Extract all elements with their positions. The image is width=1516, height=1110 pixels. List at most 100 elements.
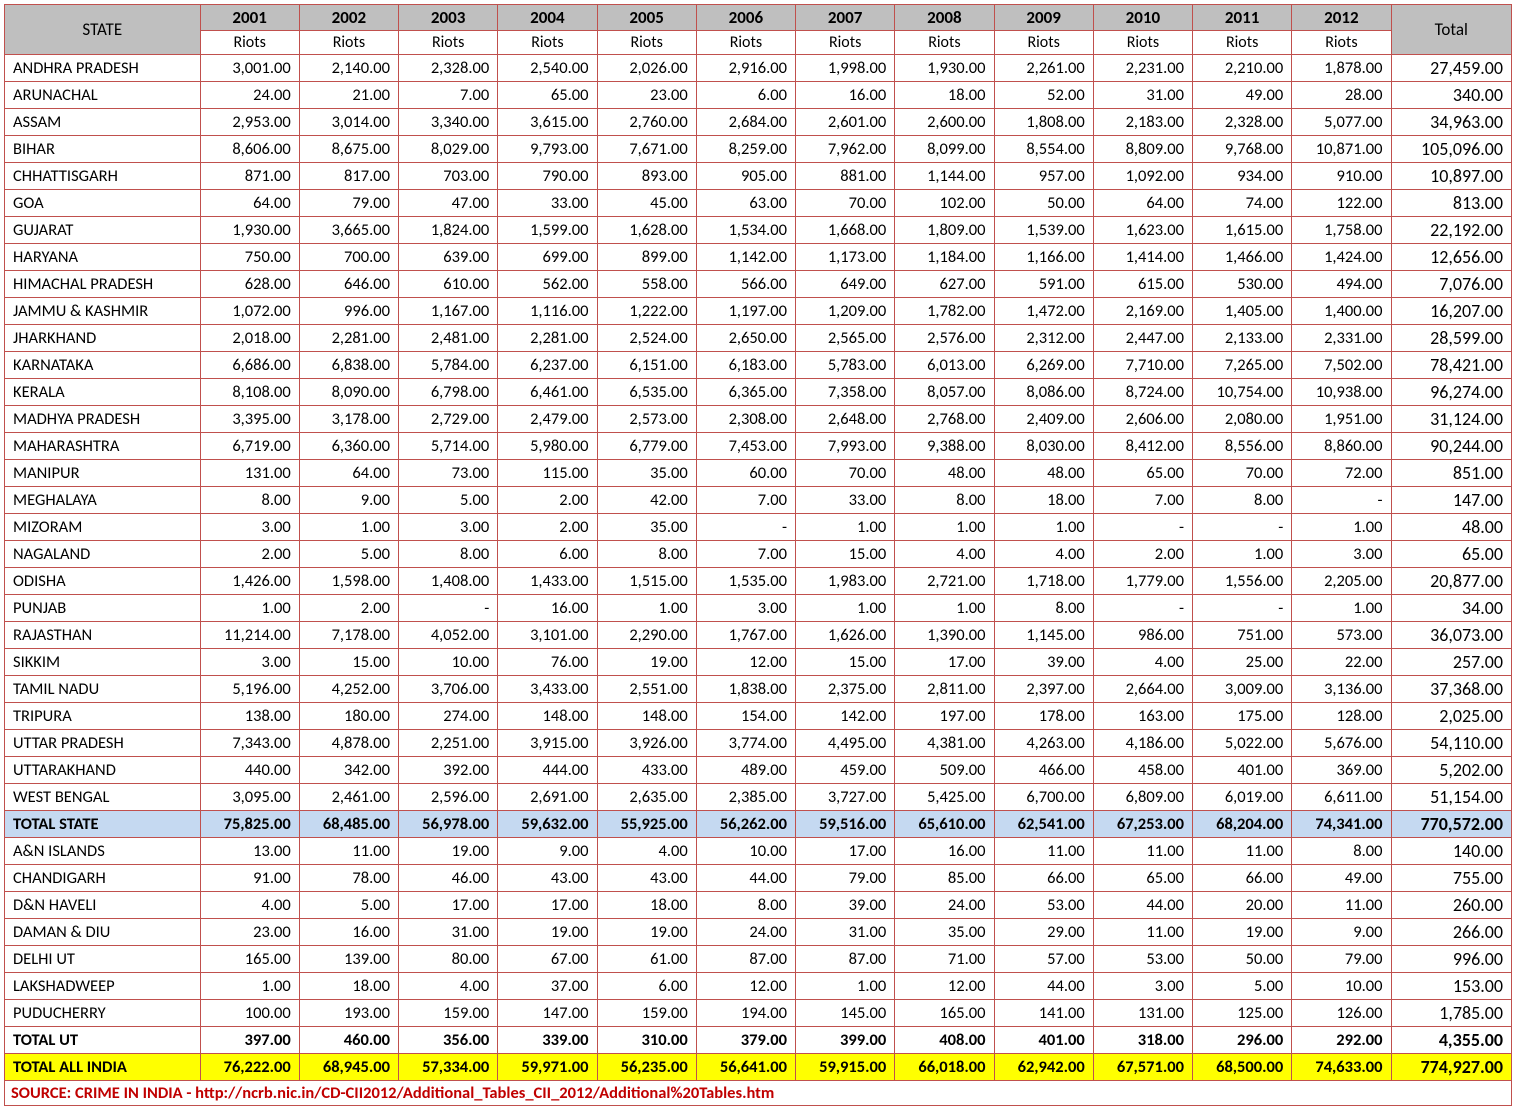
value-cell: 7,265.00 — [1193, 352, 1292, 379]
table-row: TOTAL STATE75,825.0068,485.0056,978.0059… — [5, 811, 1512, 838]
value-cell: 5,425.00 — [895, 784, 994, 811]
value-cell: 459.00 — [796, 757, 895, 784]
value-cell: 2,169.00 — [1093, 298, 1192, 325]
value-cell: 87.00 — [696, 946, 795, 973]
value-cell: 52.00 — [994, 82, 1093, 109]
value-cell: 163.00 — [1093, 703, 1192, 730]
value-cell: 2,691.00 — [498, 784, 597, 811]
value-cell: 1,072.00 — [200, 298, 299, 325]
table-row: TAMIL NADU5,196.004,252.003,706.003,433.… — [5, 676, 1512, 703]
value-cell: 6,535.00 — [597, 379, 696, 406]
value-cell: 2.00 — [1093, 541, 1192, 568]
value-cell: 8.00 — [597, 541, 696, 568]
value-cell: 47.00 — [399, 190, 498, 217]
row-total-cell: 851.00 — [1391, 460, 1511, 487]
row-total-cell: 54,110.00 — [1391, 730, 1511, 757]
table-row: MIZORAM3.001.003.002.0035.00-1.001.001.0… — [5, 514, 1512, 541]
value-cell: 3,915.00 — [498, 730, 597, 757]
value-cell: 4,052.00 — [399, 622, 498, 649]
table-row: ANDHRA PRADESH3,001.002,140.002,328.002,… — [5, 55, 1512, 82]
value-cell: 5,676.00 — [1292, 730, 1391, 757]
value-cell: 1.00 — [299, 514, 398, 541]
value-cell: 56,978.00 — [399, 811, 498, 838]
value-cell: 2,308.00 — [696, 406, 795, 433]
value-cell: 159.00 — [399, 1000, 498, 1027]
value-cell: 6,151.00 — [597, 352, 696, 379]
value-cell: 1.00 — [895, 595, 994, 622]
value-cell: 68,500.00 — [1193, 1054, 1292, 1081]
table-row: KERALA8,108.008,090.006,798.006,461.006,… — [5, 379, 1512, 406]
row-total-cell: 22,192.00 — [1391, 217, 1511, 244]
value-cell: 6,686.00 — [200, 352, 299, 379]
header-year: 2006 — [696, 5, 795, 31]
table-row: UTTARAKHAND440.00342.00392.00444.00433.0… — [5, 757, 1512, 784]
value-cell: 79.00 — [1292, 946, 1391, 973]
value-cell: 1,390.00 — [895, 622, 994, 649]
value-cell: 6,461.00 — [498, 379, 597, 406]
value-cell: 2,721.00 — [895, 568, 994, 595]
table-row: WEST BENGAL3,095.002,461.002,596.002,691… — [5, 784, 1512, 811]
value-cell: 2,635.00 — [597, 784, 696, 811]
value-cell: 70.00 — [1193, 460, 1292, 487]
value-cell: 2,328.00 — [1193, 109, 1292, 136]
value-cell: 6,611.00 — [1292, 784, 1391, 811]
value-cell: 1.00 — [994, 514, 1093, 541]
value-cell: 899.00 — [597, 244, 696, 271]
value-cell: 60.00 — [696, 460, 795, 487]
value-cell: 2,331.00 — [1292, 325, 1391, 352]
state-name-cell: ANDHRA PRADESH — [5, 55, 201, 82]
state-name-cell: MANIPUR — [5, 460, 201, 487]
value-cell: 2,601.00 — [796, 109, 895, 136]
header-riots: Riots — [796, 31, 895, 55]
value-cell: 1,092.00 — [1093, 163, 1192, 190]
value-cell: 817.00 — [299, 163, 398, 190]
value-cell: 2.00 — [498, 487, 597, 514]
header-year: 2001 — [200, 5, 299, 31]
value-cell: 4,263.00 — [994, 730, 1093, 757]
value-cell: 2,650.00 — [696, 325, 795, 352]
value-cell: 6,809.00 — [1093, 784, 1192, 811]
value-cell: 65.00 — [1093, 460, 1192, 487]
value-cell: 72.00 — [1292, 460, 1391, 487]
value-cell: 6,779.00 — [597, 433, 696, 460]
value-cell: 433.00 — [597, 757, 696, 784]
header-year: 2012 — [1292, 5, 1391, 31]
value-cell: 5.00 — [1193, 973, 1292, 1000]
value-cell: 18.00 — [994, 487, 1093, 514]
value-cell: 2,281.00 — [498, 325, 597, 352]
value-cell: 1,998.00 — [796, 55, 895, 82]
value-cell: 6,700.00 — [994, 784, 1093, 811]
value-cell: 2.00 — [299, 595, 398, 622]
table-row: CHANDIGARH91.0078.0046.0043.0043.0044.00… — [5, 865, 1512, 892]
value-cell: 31.00 — [399, 919, 498, 946]
value-cell: 3.00 — [696, 595, 795, 622]
value-cell: 1,824.00 — [399, 217, 498, 244]
value-cell: 7,502.00 — [1292, 352, 1391, 379]
value-cell: 79.00 — [299, 190, 398, 217]
value-cell: 115.00 — [498, 460, 597, 487]
value-cell: 45.00 — [597, 190, 696, 217]
value-cell: 50.00 — [994, 190, 1093, 217]
state-name-cell: ARUNACHAL — [5, 82, 201, 109]
state-name-cell: A&N ISLANDS — [5, 838, 201, 865]
value-cell: 2,479.00 — [498, 406, 597, 433]
value-cell: 8,412.00 — [1093, 433, 1192, 460]
value-cell: 16.00 — [498, 595, 597, 622]
value-cell: 74.00 — [1193, 190, 1292, 217]
value-cell: 74,341.00 — [1292, 811, 1391, 838]
state-name-cell: JHARKHAND — [5, 325, 201, 352]
value-cell: 1,515.00 — [597, 568, 696, 595]
value-cell: 10.00 — [399, 649, 498, 676]
value-cell: 6,269.00 — [994, 352, 1093, 379]
table-row: SIKKIM3.0015.0010.0076.0019.0012.0015.00… — [5, 649, 1512, 676]
value-cell: 7,962.00 — [796, 136, 895, 163]
value-cell: 649.00 — [796, 271, 895, 298]
value-cell: 9.00 — [1292, 919, 1391, 946]
value-cell: 159.00 — [597, 1000, 696, 1027]
value-cell: 6,237.00 — [498, 352, 597, 379]
value-cell: 2,210.00 — [1193, 55, 1292, 82]
value-cell: 17.00 — [796, 838, 895, 865]
value-cell: 8.00 — [1292, 838, 1391, 865]
value-cell: 1,767.00 — [696, 622, 795, 649]
value-cell: 2,573.00 — [597, 406, 696, 433]
